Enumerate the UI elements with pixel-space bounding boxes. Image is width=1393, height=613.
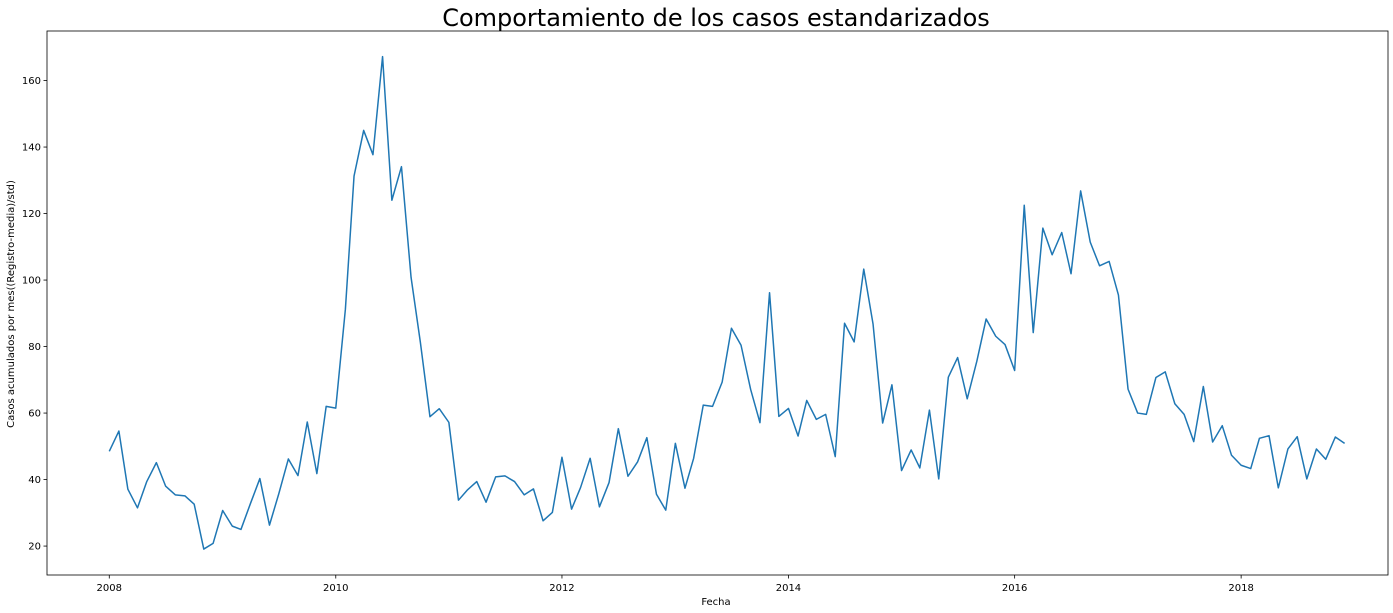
- x-tick-label: 2018: [1228, 583, 1253, 594]
- x-axis-ticks: 2008 2010 2012 2014 2016 2018: [97, 575, 1254, 594]
- y-axis-label: Casos acumulados por mes((Registro-media…: [6, 180, 17, 428]
- chart-title: Comportamiento de los casos estandarizad…: [442, 4, 990, 32]
- x-tick-label: 2016: [1002, 583, 1027, 594]
- series-line: [108, 55, 1346, 550]
- x-tick-label: 2012: [549, 583, 574, 594]
- x-tick-label: 2008: [97, 583, 122, 594]
- y-tick-label: 60: [28, 409, 41, 420]
- x-tick-label: 2014: [776, 583, 801, 594]
- y-tick-label: 80: [28, 342, 41, 353]
- y-axis-ticks: 20 40 60 80 100 120 140 160: [22, 76, 47, 553]
- y-tick-label: 100: [22, 276, 41, 287]
- x-tick-label: 2010: [323, 583, 348, 594]
- y-tick-label: 40: [28, 475, 41, 486]
- y-tick-label: 140: [22, 143, 41, 154]
- plot-area-frame: [46, 30, 1389, 576]
- x-axis-label: Fecha: [701, 597, 730, 608]
- y-tick-label: 160: [22, 76, 41, 87]
- series-group: [108, 55, 1346, 550]
- y-tick-label: 20: [28, 542, 41, 553]
- y-tick-label: 120: [22, 209, 41, 220]
